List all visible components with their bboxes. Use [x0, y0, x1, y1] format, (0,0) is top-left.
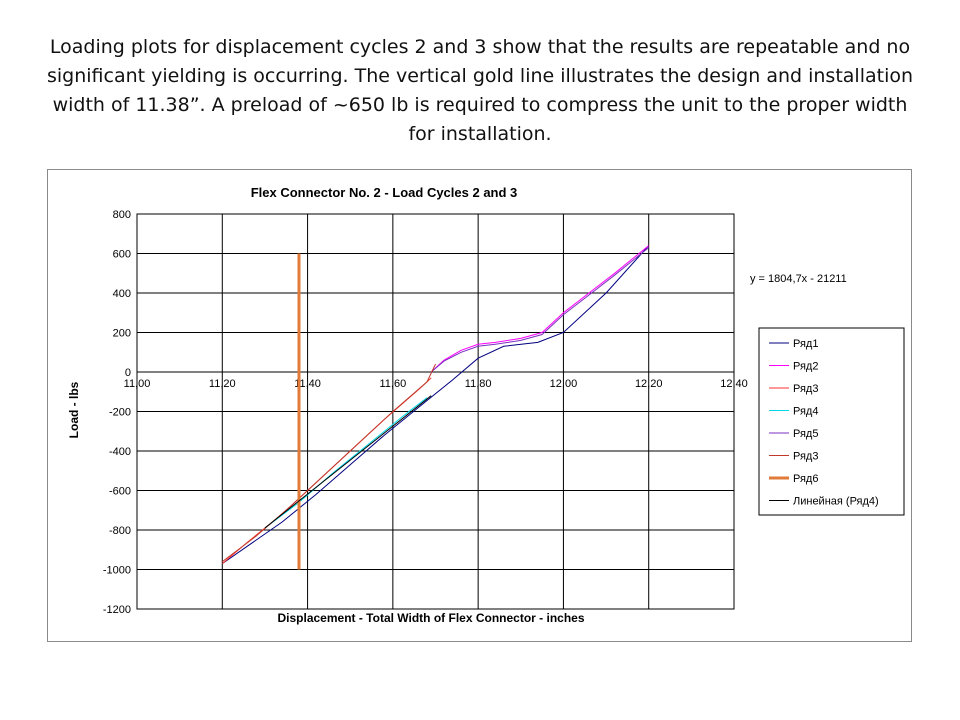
series-line-5 — [430, 247, 650, 373]
y-tick-label: 200 — [113, 328, 131, 340]
y-tick-label: 800 — [113, 209, 131, 221]
legend-label: Линейная (Ряд4) — [793, 496, 879, 508]
legend-box — [758, 327, 905, 516]
y-tick-label: -1200 — [103, 604, 131, 616]
chart-container: Flex Connector No. 2 - Load Cycles 2 and… — [47, 169, 912, 642]
series-line-8 — [264, 395, 432, 529]
x-tick-label: 11,80 — [465, 378, 492, 390]
series-line-6 — [221, 363, 436, 562]
trendline-equation: y = 1804,7x - 21211 — [750, 273, 847, 285]
legend: Ряд1 Ряд2 Ряд3 Ряд4 Ряд5 Ряд3 Ряд6 Линейная (Ря… — [758, 327, 905, 516]
x-tick-label: 12,20 — [635, 378, 663, 390]
y-axis-title: Load - lbs — [67, 381, 81, 438]
chart-title: Flex Connector No. 2 - Load Cycles 2 and… — [251, 185, 518, 200]
legend-label: Ряд3 — [793, 383, 818, 395]
y-tick-label: -200 — [109, 407, 131, 419]
legend-label: Ряд1 — [793, 338, 818, 350]
y-tick-label: -400 — [109, 446, 131, 458]
x-tick-label: 11,60 — [379, 378, 406, 390]
series-line-4 — [264, 397, 428, 529]
y-tick-label: -800 — [109, 525, 131, 537]
x-tick-label: 11,00 — [124, 378, 151, 390]
legend-label: Ряд3 — [793, 451, 818, 463]
y-tick-label: 0 — [125, 367, 131, 379]
y-tick-label: -1000 — [103, 565, 131, 577]
x-tick-label: 12,40 — [720, 378, 748, 390]
x-tick-label: 12,00 — [550, 378, 578, 390]
legend-label: Ряд4 — [793, 406, 818, 418]
x-tick-label: 11,40 — [294, 378, 321, 390]
x-axis-title: Displacement - Total Width of Flex Conne… — [277, 611, 584, 625]
slide-caption: Loading plots for displacement cycles 2 … — [46, 36, 914, 145]
y-tick-label: -600 — [109, 486, 131, 498]
x-tick-label: 11,20 — [209, 378, 236, 390]
chart-svg: Flex Connector No. 2 - Load Cycles 2 and… — [67, 185, 905, 625]
legend-label: Ряд6 — [793, 473, 818, 485]
legend-label: Ряд5 — [793, 428, 818, 440]
y-tick-label: 400 — [113, 288, 131, 300]
series-line-1 — [222, 245, 650, 565]
series-line-2 — [430, 245, 650, 373]
legend-label: Ряд2 — [793, 361, 818, 373]
y-tick-label: 600 — [113, 249, 131, 261]
